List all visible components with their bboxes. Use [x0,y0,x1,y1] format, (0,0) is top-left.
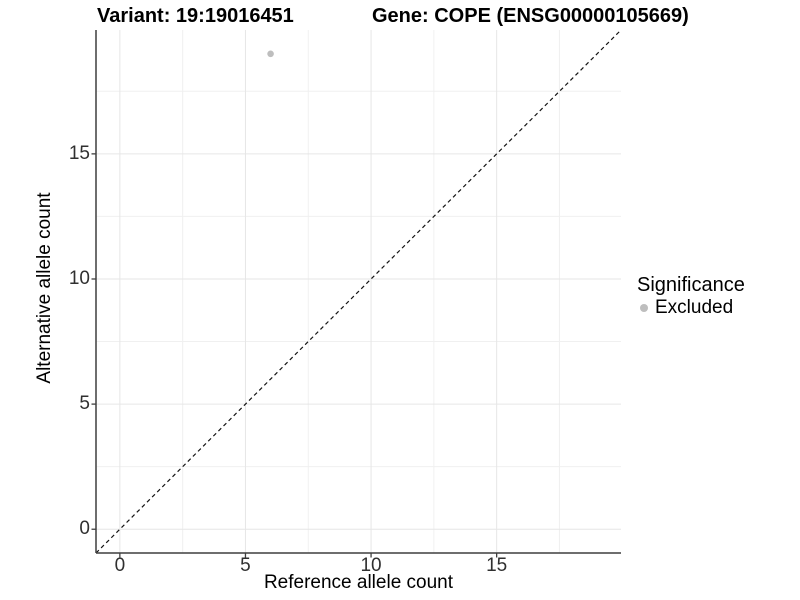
y-axis-title: Alternative allele count [34,192,55,384]
y-tick-label: 0 [79,518,90,540]
legend-item-label: Excluded [655,297,734,318]
legend: Significance Excluded [637,274,745,319]
x-tick-label: 0 [114,555,126,576]
plot-title-gene: Gene: COPE (ENSG00000105669) [372,5,689,27]
data-point [267,50,274,58]
legend-title: Significance [637,274,745,296]
x-axis-title: Reference allele count [263,572,454,593]
x-tick-label: 10 [360,555,382,576]
y-tick-label: 5 [79,393,90,415]
plot-title-variant: Variant: 19:19016451 [97,5,294,27]
x-tick-label: 15 [486,555,508,576]
y-tick-label: 10 [68,267,90,289]
legend-circle-marker-icon [640,303,648,312]
legend-item-excluded: Excluded [637,297,745,318]
x-tick-label: 5 [240,555,251,576]
identity-dashed-line [95,29,622,554]
y-tick-label: 15 [68,142,90,164]
